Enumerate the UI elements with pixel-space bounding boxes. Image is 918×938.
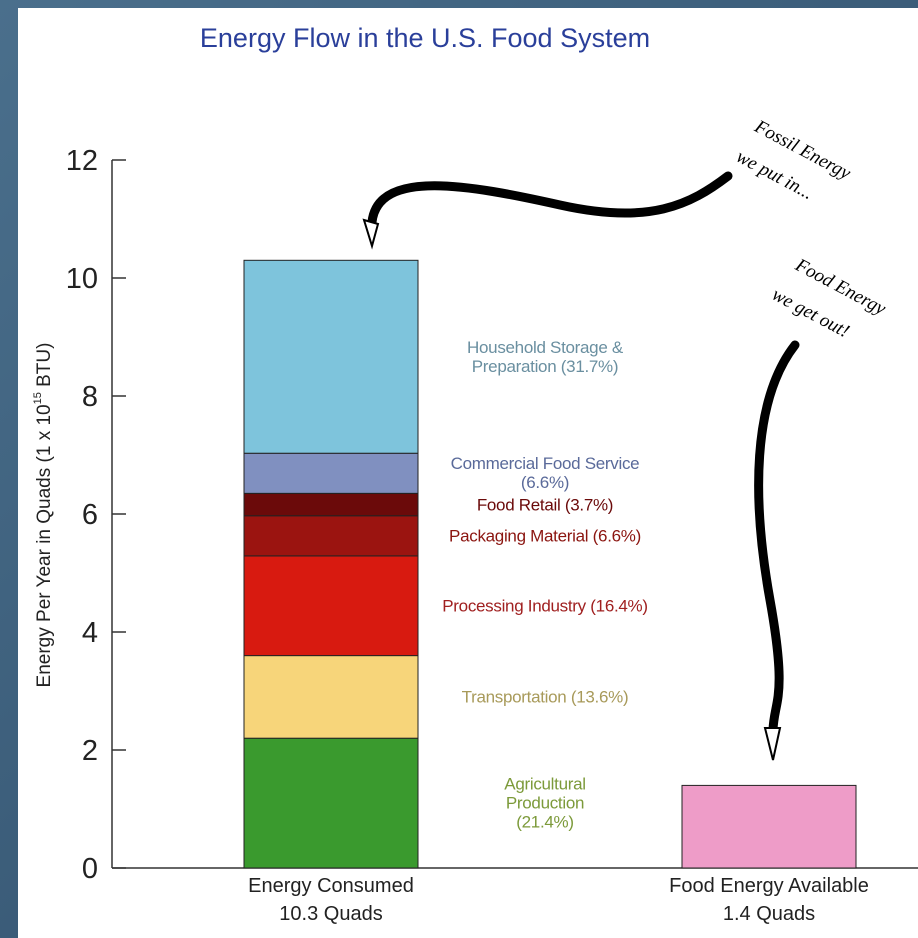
y-axis-label-text: Energy Per Year in Quads (1 x 10 bbox=[34, 404, 55, 687]
segment-label: Commercial Food Service (6.6%) bbox=[450, 454, 640, 492]
category-total: 1.4 Quads bbox=[723, 903, 815, 925]
y-axis-label-tail: BTU) bbox=[34, 343, 55, 393]
segment-label: Packaging Material (6.6%) bbox=[395, 526, 695, 545]
segment-name: Commercial Food Service bbox=[450, 454, 640, 474]
segment-label: Food Retail (3.7%) bbox=[445, 495, 645, 514]
segment-label: Transportation (13.6%) bbox=[445, 687, 645, 706]
bar-segment bbox=[243, 737, 419, 869]
y-tick-label: 6 bbox=[82, 499, 98, 531]
arrow-food bbox=[754, 340, 800, 735]
y-axis-label: Energy Per Year in Quads (1 x 1015 BTU) bbox=[32, 343, 55, 688]
y-axis-label-sup: 15 bbox=[32, 392, 44, 404]
segment-share: (31.7%) bbox=[560, 356, 619, 376]
segment-label: Agricultural Production (21.4%) bbox=[480, 775, 610, 832]
segment-name: Food Retail bbox=[476, 495, 561, 515]
x-tick-label: Food Energy Available bbox=[669, 875, 869, 897]
segment-share: (16.4%) bbox=[590, 596, 648, 616]
arrow-fossil bbox=[367, 171, 733, 227]
segment-name: Transportation bbox=[461, 687, 567, 707]
segment-share: (21.4%) bbox=[516, 812, 574, 832]
segment-share: (6.6%) bbox=[520, 473, 570, 493]
bar-segment bbox=[243, 655, 419, 739]
pen-food bbox=[763, 727, 782, 761]
x-tick-label: Energy Consumed bbox=[248, 875, 414, 897]
panel bbox=[18, 8, 918, 938]
pen-fossil bbox=[362, 218, 380, 250]
bar-segment bbox=[243, 515, 419, 557]
segment-share: (3.7%) bbox=[564, 495, 614, 515]
segment-share: (6.6%) bbox=[592, 526, 642, 546]
y-tick-label: 0 bbox=[82, 853, 98, 885]
segment-name: Packaging Material bbox=[449, 526, 589, 546]
segment-name: Processing Industry bbox=[442, 596, 586, 616]
bar-segment bbox=[243, 452, 419, 494]
bar-segment bbox=[243, 259, 419, 454]
y-tick-label: 4 bbox=[82, 617, 98, 649]
segment-share: (13.6%) bbox=[570, 687, 629, 707]
bar-segment bbox=[681, 784, 857, 869]
y-tick-label: 8 bbox=[82, 381, 98, 413]
segment-name: Household Storage & Preparation bbox=[467, 337, 623, 376]
y-tick-label: 2 bbox=[82, 735, 98, 767]
segment-name: Agricultural Production bbox=[504, 774, 586, 813]
segment-label: Processing Industry (16.4%) bbox=[440, 596, 650, 615]
category-total: 10.3 Quads bbox=[279, 903, 382, 925]
chart-title: Energy Flow in the U.S. Food System bbox=[200, 23, 650, 53]
bar-segment bbox=[243, 492, 419, 517]
y-tick-label: 12 bbox=[66, 145, 98, 177]
y-tick-label: 10 bbox=[66, 263, 98, 295]
segment-label: Household Storage & Preparation (31.7%) bbox=[455, 338, 635, 376]
bar-segment bbox=[243, 555, 419, 657]
